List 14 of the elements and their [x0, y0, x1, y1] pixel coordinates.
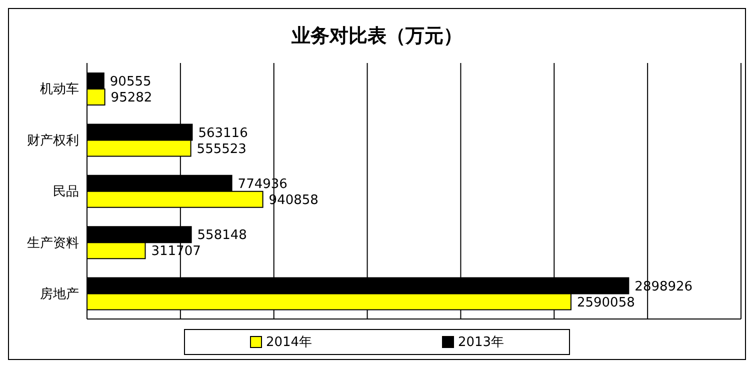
legend-label: 2013年 — [456, 334, 504, 351]
data-label: 563116 — [198, 126, 248, 141]
legend-label: 2014年 — [264, 334, 312, 351]
data-label: 95282 — [110, 90, 152, 106]
chart-title: 业务对比表（万元） — [290, 24, 464, 49]
data-label: 90555 — [110, 74, 152, 90]
data-label: 558148 — [197, 228, 247, 244]
y-tick-label: 民品 — [53, 184, 79, 200]
data-label: 2590058 — [576, 295, 635, 310]
data-label: 555523 — [196, 142, 246, 157]
y-tick-label: 财产权利 — [27, 133, 79, 148]
y-tick-label: 生产资料 — [27, 236, 79, 251]
y-tick-label: 房地产 — [40, 286, 79, 302]
y-tick-label: 机动车 — [40, 82, 79, 98]
